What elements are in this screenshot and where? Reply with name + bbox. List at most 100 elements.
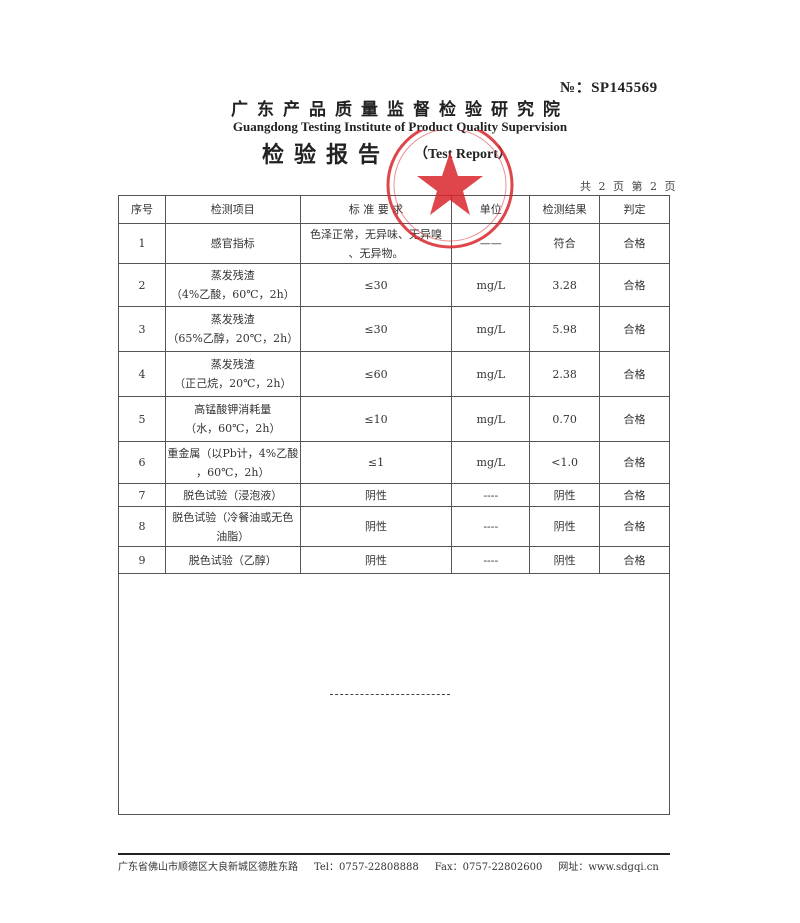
table-row: 2 蒸发残渣 （4%乙酸，60℃，2h） ≤30 mg/L 3.28 合格 [118,263,670,307]
cell-unit-text: mg/L [476,412,505,426]
cell-verdict-text: 合格 [623,412,646,426]
cell-result: 0.70 [529,396,601,442]
cell-item: 高锰酸钾消耗量 （水，60℃，2h） [164,396,301,442]
cell-requirement-text: 阴性 [364,553,387,567]
col-no: 序号 [118,195,166,224]
cell-result-text: 2.38 [552,367,577,381]
cell-result: 阴性 [529,506,601,547]
cell-no: 6 [118,441,166,484]
cell-verdict: 合格 [599,396,670,442]
cell-result-text: <1.0 [551,456,578,469]
cell-requirement-text: ≤60 [364,367,388,381]
cell-item: 脱色试验（浸泡液） [164,483,301,507]
cell-no-text: 3 [138,322,146,336]
table-row: 9 脱色试验（乙醇） 阴性 ---- 阴性 合格 [118,546,670,574]
cell-item-text: 蒸发残渣 [210,358,255,371]
cell-verdict-text: 合格 [623,553,646,567]
test-results-table: 序号 检测项目 标 准 要 求 单位 检测结果 判定 1 感官指标 色泽正常，无异味… [118,195,670,574]
cell-requirement-text: 阴性 [364,488,387,502]
cell-item-text: 重金属（以Pb计，4%乙酸 [167,446,299,460]
cell-item-text: 油脂） [216,529,250,543]
cell-unit-text: —— [479,237,502,250]
col-item: 检测项目 [164,195,301,224]
cell-unit-text: mg/L [476,278,505,292]
cell-unit-text: ---- [483,520,499,533]
cell-verdict: 合格 [599,441,670,484]
cell-unit: ---- [451,483,531,507]
cell-requirement-text: ≤30 [364,322,388,336]
table-row: 7 脱色试验（浸泡液） 阴性 ---- 阴性 合格 [118,483,670,507]
table-row: 1 感官指标 色泽正常，无异味、无异嗅 、无异物。 —— 符合 合格 [118,223,670,264]
cell-item-text: 高锰酸钾消耗量 [194,403,272,416]
cell-requirement: ≤60 [299,351,453,397]
cell-verdict-text: 合格 [623,488,646,502]
cell-requirement-text: ≤30 [364,278,388,292]
institute-name-cn: 广东产品质量监督检验研究院 [231,100,569,120]
cell-no-text: 4 [138,367,146,381]
cell-item: 蒸发残渣 （4%乙酸，60℃，2h） [164,263,301,307]
cell-requirement-text: 色泽正常，无异味、无异嗅 [309,227,442,241]
cell-item-text: ，60℃，2h） [196,465,270,479]
cell-no-text: 5 [138,412,146,426]
cell-item-text: （4%乙酸，60℃，2h） [170,288,295,301]
table-row: 5 高锰酸钾消耗量 （水，60℃，2h） ≤10 mg/L 0.70 合格 [118,396,670,442]
table-row: 8 脱色试验（冷餐油或无色 油脂） 阴性 ---- 阴性 合格 [118,506,670,547]
cell-item: 蒸发残渣 （65%乙醇，20℃，2h） [164,306,301,352]
cell-no-text: 7 [138,488,146,502]
cell-verdict: 合格 [599,351,670,397]
cell-item-text: 脱色试验（浸泡液） [183,488,283,502]
cell-unit: mg/L [451,351,531,397]
footer-tel: Tel：0757-22808888 [314,862,419,873]
cell-item: 重金属（以Pb计，4%乙酸 ，60℃，2h） [164,441,301,484]
cell-no: 5 [118,396,166,442]
cell-verdict-text: 合格 [623,456,646,469]
cell-item-text: 感官指标 [210,237,255,250]
cell-result-text: 阴性 [553,520,576,533]
cell-item-text: （正己烷，20℃，2h） [174,377,292,390]
cell-verdict: 合格 [599,506,670,547]
cell-no: 4 [118,351,166,397]
cell-result-text: 5.98 [552,322,577,336]
cell-no-text: 9 [138,553,146,567]
cell-result: 2.38 [529,351,601,397]
report-title-en: （Test Report） [414,147,512,162]
col-requirement: 标 准 要 求 [299,195,453,224]
cell-result-text: 3.28 [552,278,577,292]
footer-rule [118,853,670,855]
table-row: 4 蒸发残渣 （正己烷，20℃，2h） ≤60 mg/L 2.38 合格 [118,351,670,397]
cell-unit: —— [451,223,531,264]
footer-address: 广东省佛山市顺德区大良新城区德胜东路 [118,862,298,873]
cell-verdict-text: 合格 [623,322,646,336]
cell-requirement: ≤10 [299,396,453,442]
cell-item: 脱色试验（冷餐油或无色 油脂） [164,506,301,547]
cell-verdict: 合格 [599,223,670,264]
cell-no: 9 [118,546,166,574]
cell-unit: mg/L [451,441,531,484]
institute-name-en: Guangdong Testing Institute of Product Q… [232,119,568,134]
cell-requirement-text: 阴性 [364,520,387,533]
footer-website: 网址：www.sdgqi.cn [558,862,659,873]
cell-no: 1 [118,223,166,264]
col-unit: 单位 [451,195,531,224]
cell-unit-text: mg/L [476,367,505,381]
cell-no: 8 [118,506,166,547]
cell-unit: ---- [451,506,531,547]
cell-unit: ---- [451,546,531,574]
cell-unit-text: mg/L [476,456,505,469]
footer-fax: Fax：0757-22802600 [434,862,543,873]
table-header-row: 序号 检测项目 标 准 要 求 单位 检测结果 判定 [118,195,670,224]
cell-requirement-text: ≤10 [364,412,388,426]
cell-no-text: 2 [138,278,146,292]
cell-verdict: 合格 [599,306,670,352]
cell-requirement: ≤30 [299,306,453,352]
cell-no: 3 [118,306,166,352]
cell-result-text: 0.70 [552,412,577,426]
cell-result: 3.28 [529,263,601,307]
cell-requirement: ≤30 [299,263,453,307]
table-row: 3 蒸发残渣 （65%乙醇，20℃，2h） ≤30 mg/L 5.98 合格 [118,306,670,352]
cell-verdict-text: 合格 [623,520,646,533]
cell-result: 阴性 [529,483,601,507]
cell-requirement: 阴性 [299,483,453,507]
cell-verdict: 合格 [599,546,670,574]
col-verdict: 判定 [599,195,670,224]
